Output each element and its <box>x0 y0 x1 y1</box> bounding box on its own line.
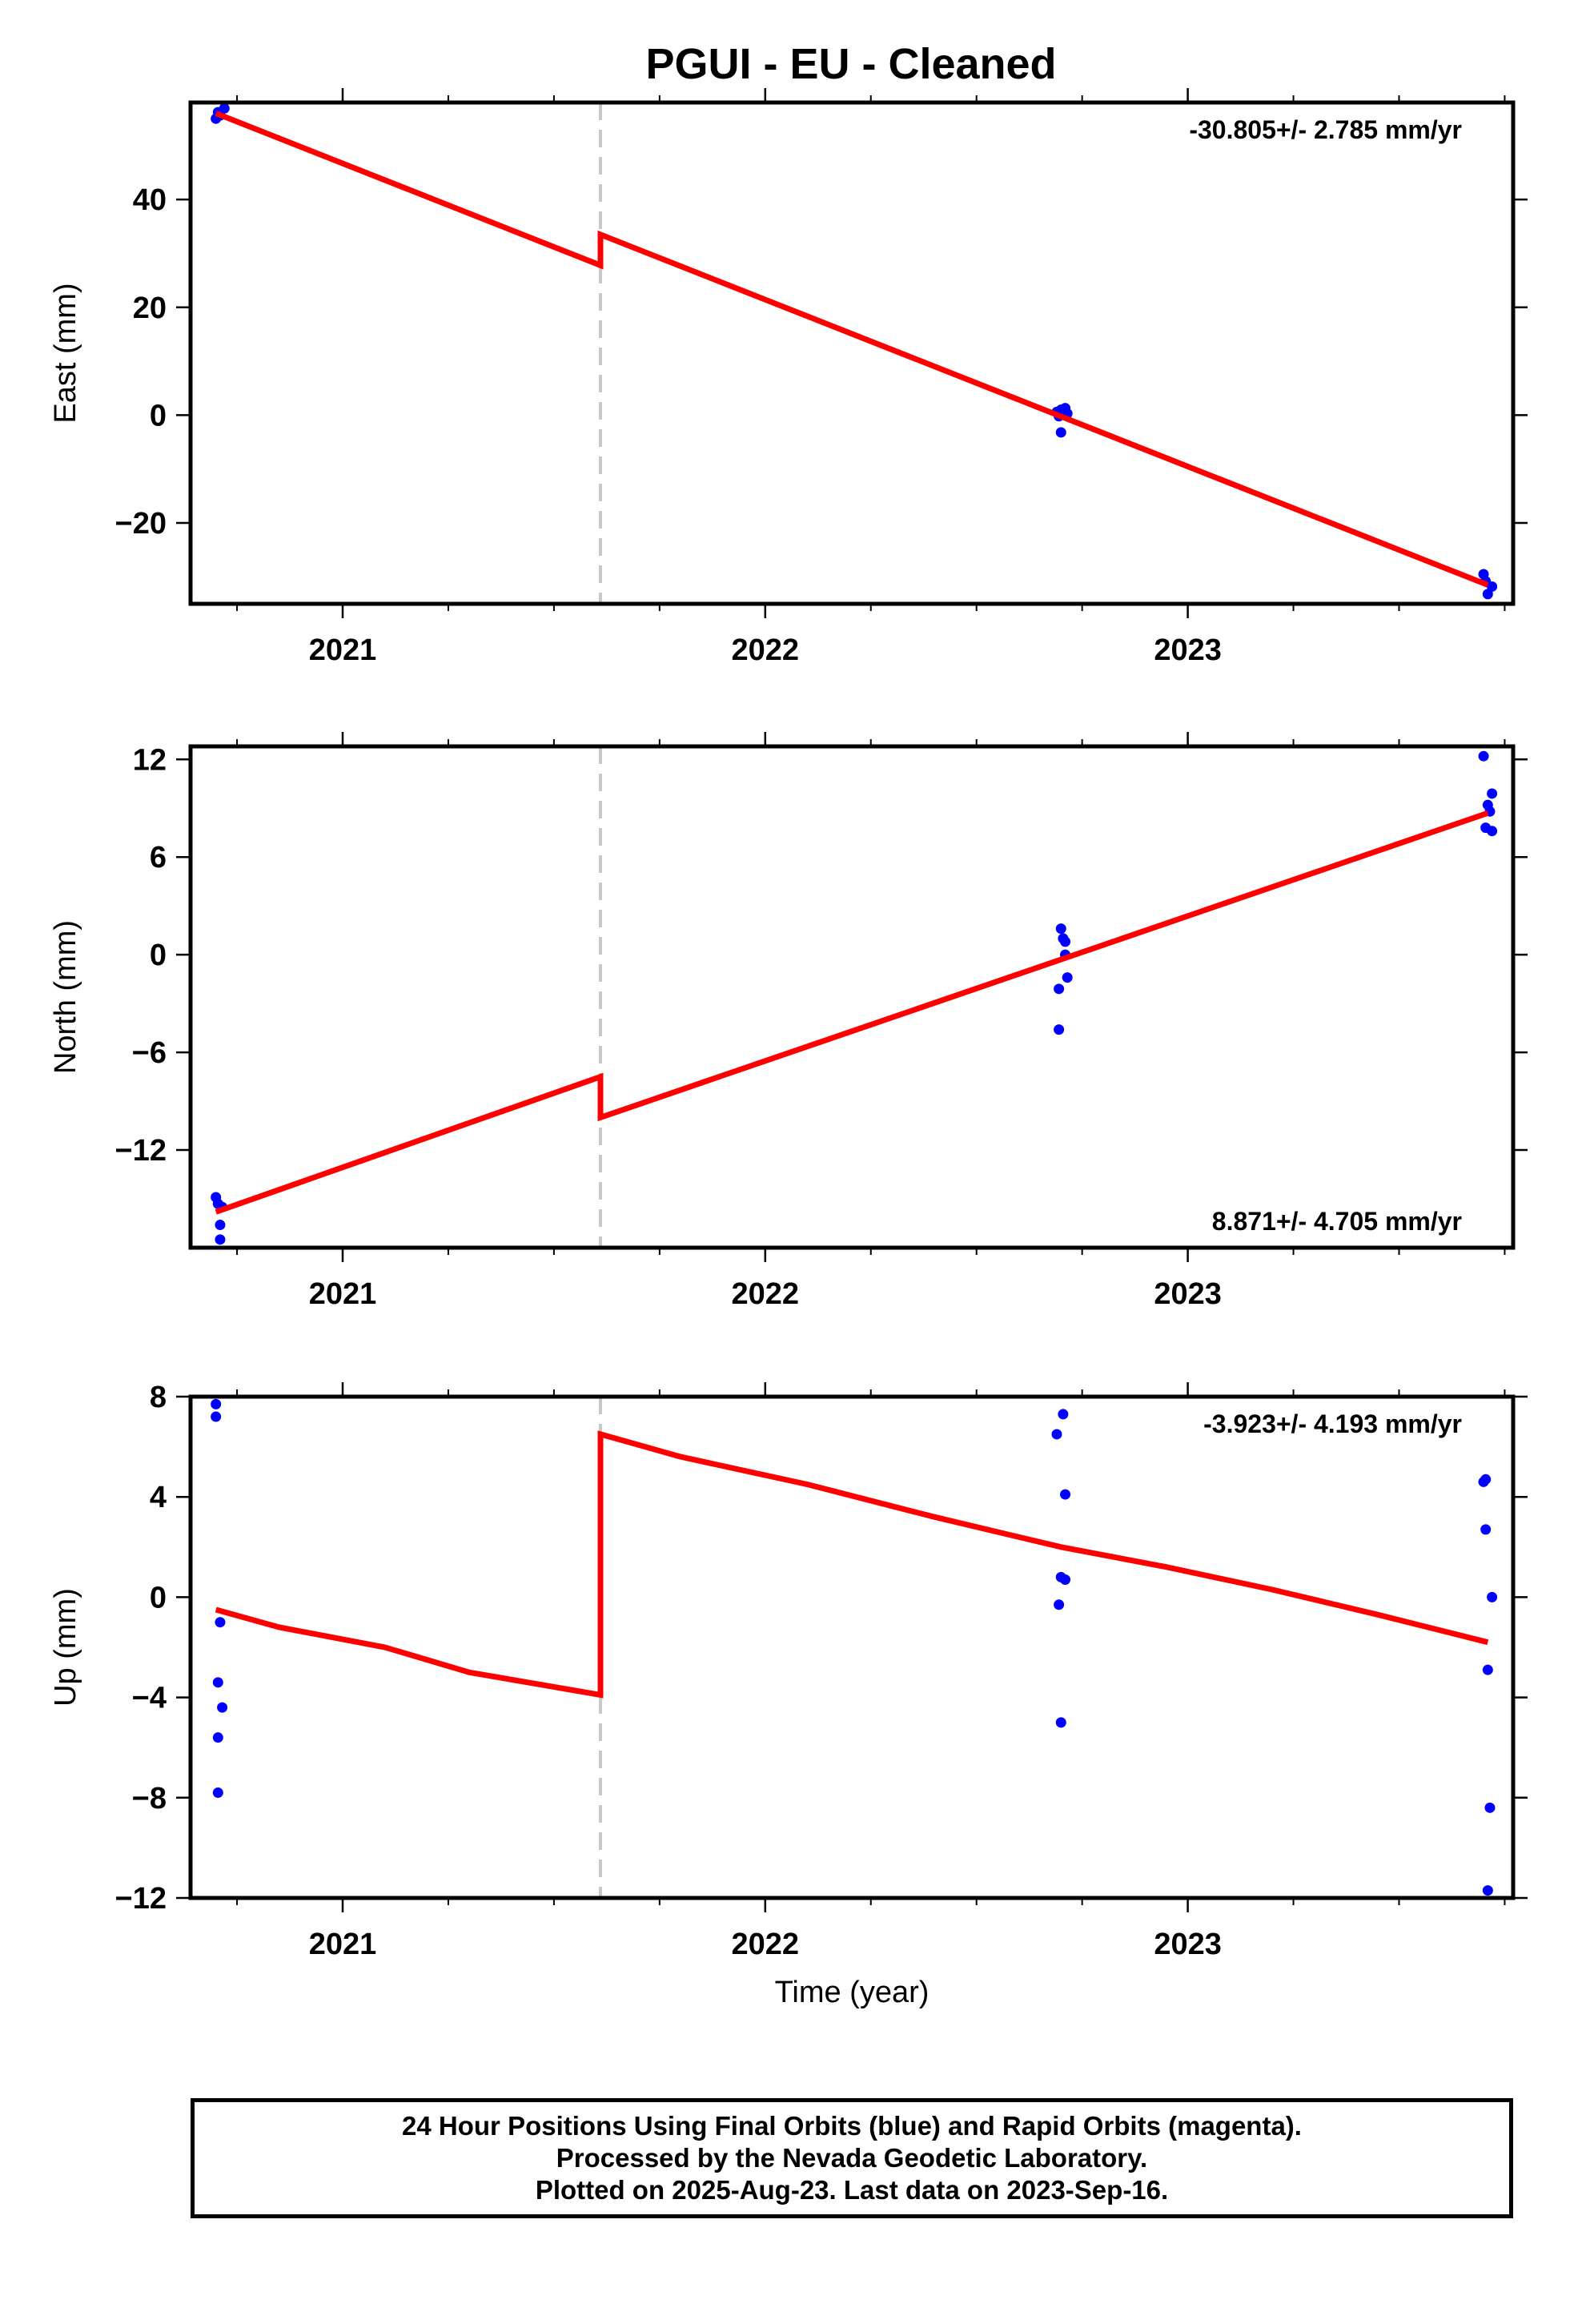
data-point <box>215 1220 226 1231</box>
y-tick-label: 4 <box>150 1481 167 1514</box>
x-tick-label: 2021 <box>309 1928 377 1961</box>
x-tick-label: 2023 <box>1154 1928 1222 1961</box>
data-point <box>1060 936 1071 947</box>
data-point <box>212 1732 223 1743</box>
y-tick-label: 0 <box>150 939 167 972</box>
data-point <box>219 103 230 114</box>
y-axis-label: Up (mm) <box>49 1588 82 1707</box>
data-point <box>1478 750 1489 762</box>
data-point <box>1054 983 1065 995</box>
y-tick-label: −8 <box>132 1782 167 1815</box>
data-point <box>212 1677 223 1688</box>
footer-line-processed: Processed by the Nevada Geodetic Laborat… <box>556 2143 1148 2173</box>
fit-line <box>215 1430 1489 1699</box>
data-point <box>1484 1802 1496 1813</box>
figure-title: PGUI - EU - Cleaned <box>645 40 1056 88</box>
data-point <box>1487 1591 1498 1602</box>
footer-line-plotted: Plotted on 2025-Aug-23. Last data on 202… <box>535 2175 1169 2205</box>
x-tick-label: 2021 <box>309 1277 377 1311</box>
data-point <box>1062 972 1073 983</box>
y-tick-label: 12 <box>133 743 167 777</box>
panel-north: 2021 2022 2023 −12 −6 0 6 12 North (mm) 8.871+/- … <box>49 732 1528 1311</box>
data-point <box>1051 1429 1062 1440</box>
x-tick-label: 2022 <box>732 1277 800 1311</box>
data-point <box>1055 1717 1066 1728</box>
velocity-rate-label: -30.805+/- 2.785 mm/yr <box>1189 115 1462 144</box>
fit-line <box>215 111 1489 588</box>
x-tick-label: 2023 <box>1154 1277 1222 1311</box>
y-axis-label: North (mm) <box>49 920 82 1074</box>
data-point <box>1054 1599 1065 1610</box>
data-point <box>1482 1664 1493 1675</box>
plot-frame <box>188 100 1516 606</box>
x-tick-label: 2021 <box>309 633 377 667</box>
data-point <box>1480 1474 1492 1485</box>
data-point <box>211 1398 222 1409</box>
footer-caption-box: 24 Hour Positions Using Final Orbits (bl… <box>191 2098 1513 2218</box>
data-point <box>1054 1024 1065 1035</box>
y-tick-label: −20 <box>115 507 167 541</box>
x-tick-label: 2022 <box>732 633 800 667</box>
y-tick-label: −12 <box>115 1882 167 1916</box>
fit-line <box>215 810 1489 1215</box>
panel-up: 2021 2022 2023 −12 −8 −4 0 4 8 Up (mm) Time (year)… <box>49 1381 1528 2009</box>
x-axis-label: Time (year) <box>775 1976 930 2009</box>
data-point <box>1060 1489 1071 1500</box>
x-tick-label: 2023 <box>1154 633 1222 667</box>
footer-line-orbits: 24 Hour Positions Using Final Orbits (bl… <box>402 2111 1302 2141</box>
data-point <box>212 1787 223 1799</box>
data-point <box>1487 826 1498 837</box>
y-tick-label: −4 <box>132 1682 167 1715</box>
velocity-rate-label: -3.923+/- 4.193 mm/yr <box>1203 1409 1462 1438</box>
data-point <box>1060 1574 1071 1585</box>
y-tick-label: 8 <box>150 1381 167 1414</box>
data-point <box>1487 788 1498 799</box>
data-point <box>215 1234 226 1245</box>
y-axis-label: East (mm) <box>49 283 82 423</box>
data-point <box>217 1702 228 1713</box>
data-point <box>1058 1409 1069 1420</box>
data-point <box>211 1411 222 1422</box>
data-point <box>1487 581 1498 592</box>
y-tick-label: 40 <box>133 183 167 217</box>
plot-frame <box>188 1394 1516 1900</box>
y-tick-label: 0 <box>150 399 167 432</box>
x-tick-label: 2022 <box>732 1928 800 1961</box>
y-tick-label: 6 <box>150 841 167 875</box>
data-point <box>1482 1885 1493 1896</box>
data-point <box>1055 427 1066 438</box>
velocity-rate-label: 8.871+/- 4.705 mm/yr <box>1212 1207 1462 1236</box>
data-point <box>215 1617 226 1628</box>
data-point <box>1055 923 1066 935</box>
data-point <box>1480 1524 1492 1535</box>
y-tick-label: −12 <box>115 1134 167 1168</box>
y-tick-label: 20 <box>133 292 167 325</box>
y-tick-label: −6 <box>132 1036 167 1070</box>
y-tick-label: 0 <box>150 1581 167 1614</box>
panel-east: 2021 2022 2023 −20 0 20 40 East (mm) -30.805+/- … <box>49 88 1528 667</box>
plot-frame <box>188 744 1516 1250</box>
